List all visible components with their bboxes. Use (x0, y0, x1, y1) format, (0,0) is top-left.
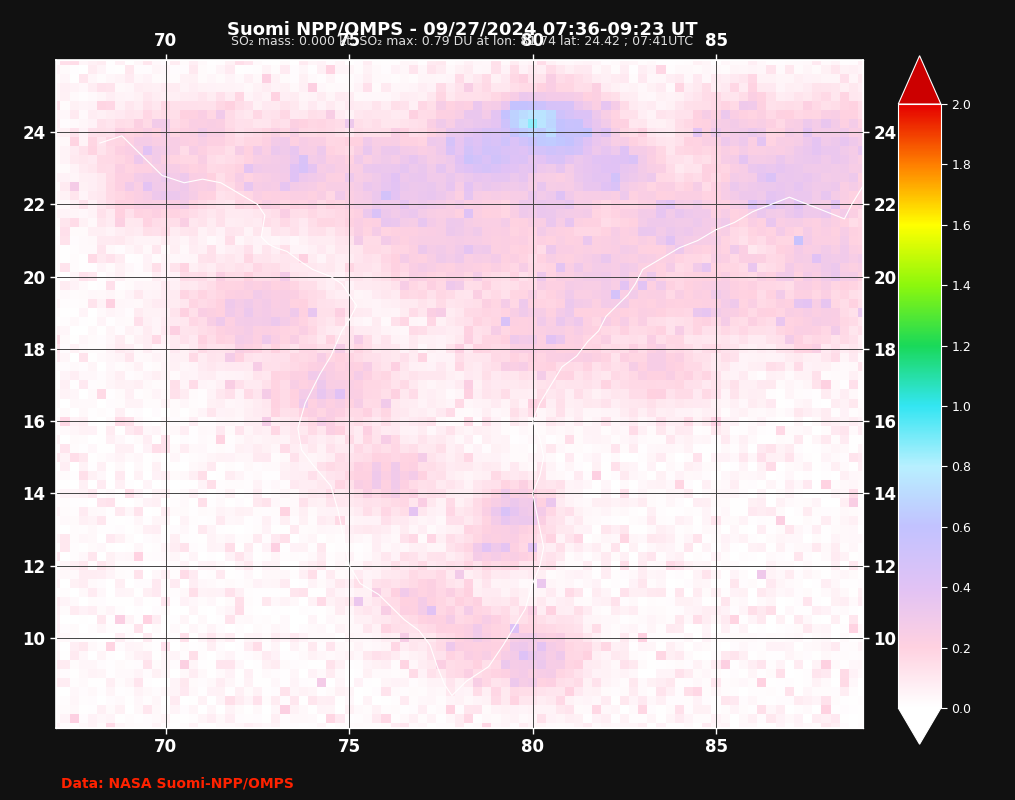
Polygon shape (898, 56, 941, 104)
Text: SO₂ mass: 0.000 kt; SO₂ max: 0.79 DU at lon: 81.74 lat: 24.42 ; 07:41UTC: SO₂ mass: 0.000 kt; SO₂ max: 0.79 DU at … (230, 35, 693, 48)
Polygon shape (898, 708, 941, 744)
Text: Data: NASA Suomi-NPP/OMPS: Data: NASA Suomi-NPP/OMPS (61, 776, 293, 790)
Text: Suomi NPP/OMPS - 09/27/2024 07:36-09:23 UT: Suomi NPP/OMPS - 09/27/2024 07:36-09:23 … (226, 20, 697, 38)
